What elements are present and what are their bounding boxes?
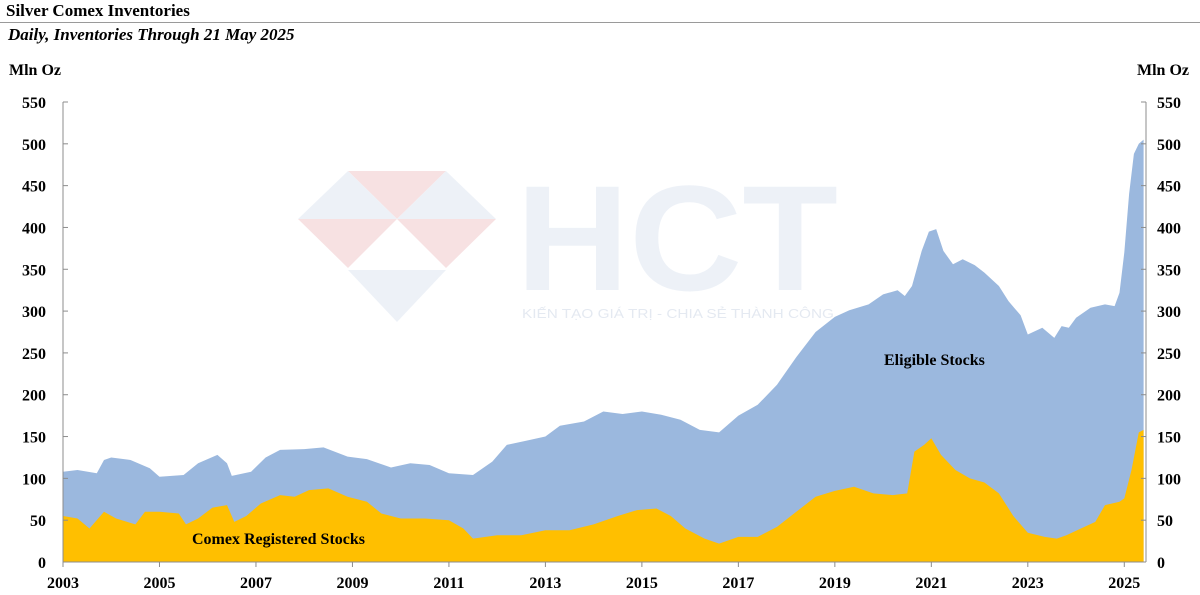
watermark-logo-shape — [397, 219, 496, 268]
x-tick-label: 2011 — [433, 575, 464, 592]
hct-watermark: HCT KIẾN TẠO GIÁ TRỊ - CHIA SẺ THÀNH CÔN… — [298, 154, 838, 322]
x-tick-label: 2025 — [1108, 575, 1140, 592]
series-areas — [63, 139, 1144, 562]
y-tick-label-right: 200 — [1157, 388, 1181, 405]
y-tick-label-left: 150 — [22, 430, 46, 447]
x-tick-label: 2017 — [722, 575, 754, 592]
y-tick-label-right: 350 — [1157, 262, 1181, 279]
x-tick-labels: 2003 2005 2007 2009 2011 2013 2015 2017 2019 2021… — [47, 575, 1140, 592]
y-tick-label-left: 550 — [22, 95, 46, 112]
x-tick-label: 2019 — [819, 575, 851, 592]
watermark-logo-shape — [397, 171, 496, 219]
y-tick-label-right: 100 — [1157, 471, 1181, 488]
x-tick-label: 2009 — [336, 575, 368, 592]
chart-subtitle: Daily, Inventories Through 21 May 2025 — [8, 25, 295, 44]
y-tick-label-right: 50 — [1157, 513, 1173, 530]
y-tick-label-right: 150 — [1157, 430, 1181, 447]
left-y-tick-labels: 0 50 100 150 200 250 300 350 400 450 500 550 — [22, 95, 46, 572]
chart-title: Silver Comex Inventories — [6, 1, 190, 20]
x-tick-label: 2003 — [47, 575, 79, 592]
x-tick-label: 2013 — [529, 575, 561, 592]
watermark-logo-shape — [298, 171, 397, 219]
y-tick-label-right: 0 — [1157, 555, 1165, 572]
x-tick-label: 2007 — [240, 575, 272, 592]
y-tick-label-left: 300 — [22, 304, 46, 321]
label-registered-stocks: Comex Registered Stocks — [192, 531, 365, 548]
y-tick-label-right: 400 — [1157, 220, 1181, 237]
y-tick-label-left: 350 — [22, 262, 46, 279]
y-tick-label-left: 250 — [22, 346, 46, 363]
y-tick-label-right: 300 — [1157, 304, 1181, 321]
y-tick-label-left: 400 — [22, 220, 46, 237]
x-tick-label: 2023 — [1012, 575, 1044, 592]
label-eligible-stocks: Eligible Stocks — [884, 352, 985, 369]
right-axis-unit: Mln Oz — [1137, 62, 1189, 79]
series-labels: Eligible Stocks Comex Registered Stocks — [192, 352, 985, 548]
y-tick-label-right: 550 — [1157, 95, 1181, 112]
right-y-tick-labels: 0 50 100 150 200 250 300 350 400 450 500 550 — [1157, 95, 1181, 572]
x-tick-label: 2005 — [143, 575, 175, 592]
y-tick-label-left: 50 — [30, 513, 46, 530]
series-area-registered — [63, 429, 1144, 562]
y-tick-label-left: 500 — [22, 137, 46, 154]
y-tick-label-left: 100 — [22, 471, 46, 488]
watermark-brand: HCT — [516, 154, 838, 322]
watermark-tagline: KIẾN TẠO GIÁ TRỊ - CHIA SẺ THÀNH CÔNG — [522, 306, 834, 321]
y-tick-label-left: 200 — [22, 388, 46, 405]
x-tick-label: 2021 — [915, 575, 947, 592]
y-tick-label-right: 450 — [1157, 179, 1181, 196]
watermark-logo-shape — [348, 171, 446, 219]
title-divider — [0, 22, 1200, 23]
y-tick-label-right: 500 — [1157, 137, 1181, 154]
y-tick-label-left: 450 — [22, 179, 46, 196]
watermark-logo-shape — [298, 219, 397, 268]
x-tick-label: 2015 — [626, 575, 658, 592]
series-area-eligible — [63, 139, 1144, 562]
y-tick-label-left: 0 — [38, 555, 46, 572]
watermark-logo-shape — [348, 270, 446, 322]
axes — [62, 101, 1147, 567]
y-tick-label-right: 250 — [1157, 346, 1181, 363]
left-axis-unit: Mln Oz — [9, 62, 61, 79]
